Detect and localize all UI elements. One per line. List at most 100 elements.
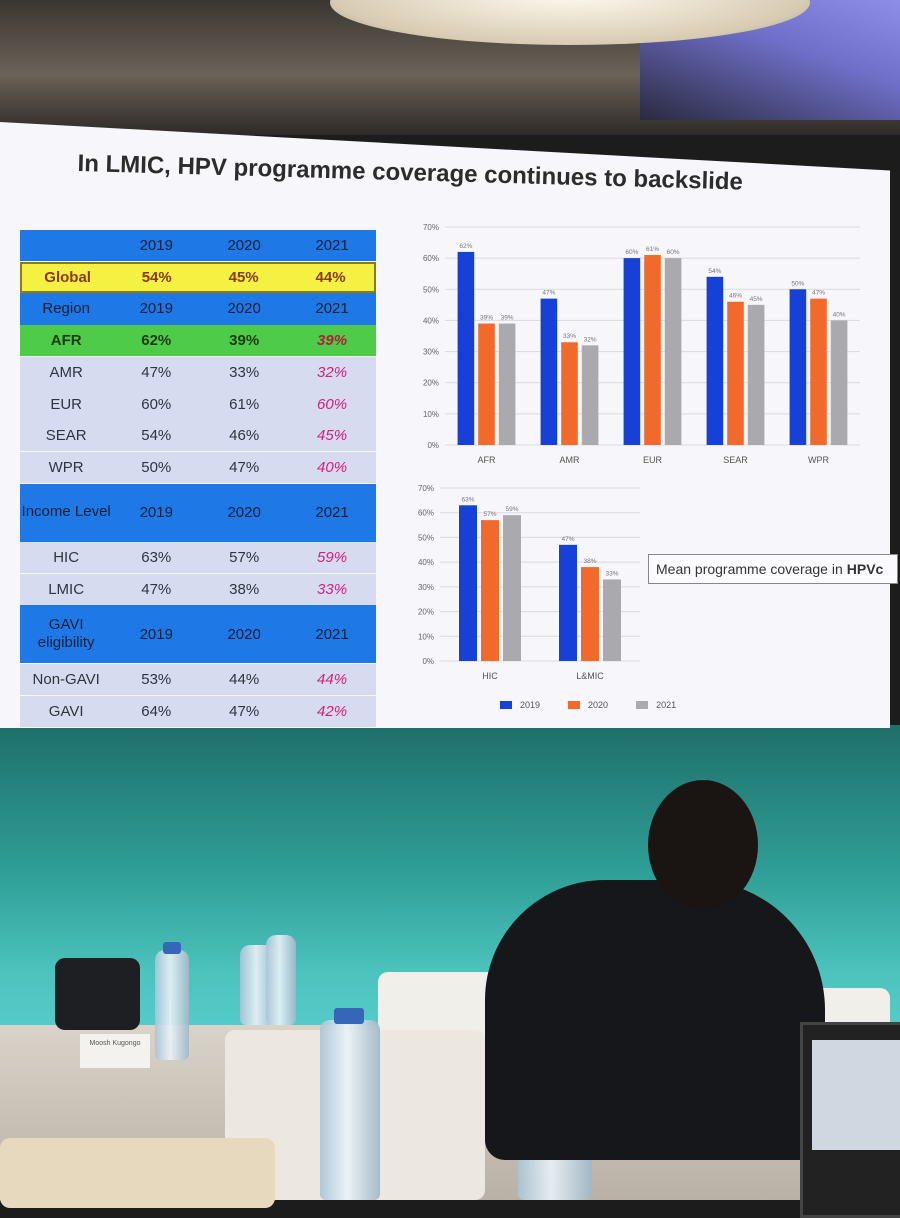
bar-2021-SEAR: [747, 304, 765, 445]
data-label: 60%: [667, 249, 680, 256]
bar-2020-HIC: [481, 520, 499, 661]
bottle-cap: [334, 1008, 364, 1024]
bar-2021-L&MIC: [603, 579, 621, 661]
chair: [0, 1138, 275, 1208]
table-cell: 61%: [200, 388, 289, 420]
bar-2021-EUR: [664, 258, 682, 445]
legend-item: 2019: [500, 700, 540, 710]
x-tick-label: AFR: [478, 455, 497, 465]
table-cell: 2021: [288, 483, 377, 542]
table-cell: 2021: [288, 605, 377, 664]
water-bottle: [155, 950, 189, 1060]
table-cell: 2019: [112, 483, 201, 542]
x-tick-label: HIC: [482, 671, 498, 681]
data-label: 32%: [584, 336, 597, 343]
table-cell: 60%: [112, 388, 201, 420]
table-cell: [20, 230, 113, 262]
data-label: 50%: [791, 280, 804, 287]
table-cell: 32%: [288, 356, 377, 388]
y-tick-label: 70%: [418, 484, 434, 493]
data-label: 59%: [505, 506, 518, 513]
table-cell: GAVI eligibility: [20, 605, 113, 664]
table-cell: 60%: [288, 388, 377, 420]
bar-2019-EUR: [623, 258, 641, 445]
data-label: 54%: [708, 268, 721, 275]
table-cell: SEAR: [20, 420, 113, 452]
table-cell: 42%: [288, 695, 377, 727]
table-cell: 47%: [112, 573, 201, 605]
table-cell: Global: [22, 263, 114, 291]
bar-2019-WPR: [789, 289, 807, 445]
x-tick-label: AMR: [560, 455, 581, 465]
y-tick-label: 60%: [423, 254, 439, 263]
water-bottle: [320, 1020, 380, 1200]
data-label: 46%: [729, 293, 742, 300]
data-label: 45%: [750, 296, 763, 303]
legend-swatch-2021: [636, 701, 649, 709]
bar-2020-WPR: [810, 298, 827, 445]
table-row-afr: AFR 62% 39% 39%: [20, 325, 377, 357]
coverage-table: 2019 2020 2021 Global 54% 45% 44% Region…: [20, 230, 377, 727]
table-cell: AMR: [20, 356, 113, 388]
data-label: 40%: [833, 311, 846, 318]
y-tick-label: 40%: [418, 558, 434, 567]
table-row: LMIC 47% 38% 33%: [20, 573, 377, 605]
attendee-head: [648, 780, 758, 910]
table-cell: GAVI: [20, 695, 113, 727]
table-row: AMR 47% 33% 32%: [20, 356, 377, 388]
y-tick-label: 0%: [422, 657, 434, 666]
y-tick-label: 30%: [423, 348, 439, 357]
table-header-row: 2019 2020 2021: [20, 230, 377, 262]
x-tick-label: WPR: [808, 455, 829, 465]
data-label: 57%: [483, 511, 496, 518]
bar-2019-SEAR: [706, 276, 724, 445]
table-cell: 2020: [200, 293, 289, 325]
table-cell: 2021: [288, 230, 377, 262]
y-tick-label: 20%: [418, 608, 434, 617]
data-label: 63%: [461, 496, 474, 503]
bar-2020-L&MIC: [581, 567, 599, 661]
table-cell: WPR: [20, 451, 113, 483]
table-cell: 53%: [112, 663, 201, 696]
table-row: HIC 63% 57% 59%: [20, 542, 377, 574]
bar-2021-HIC: [503, 515, 521, 661]
table-cell: 47%: [200, 695, 289, 727]
bar-2020-AFR: [478, 323, 495, 445]
table-row: Non-GAVI 53% 44% 44%: [20, 663, 377, 696]
table-cell: 44%: [287, 263, 374, 291]
table-row: WPR 50% 47% 40%: [20, 451, 377, 483]
region-coverage-chart: 0% 10% 20% 30% 40% 50% 60% 70% 62% 39% 39% AFR 47% 33…: [423, 223, 860, 465]
table-cell: 33%: [288, 573, 377, 605]
data-label: 39%: [480, 315, 493, 322]
data-label: 33%: [563, 333, 576, 340]
table-cell: 63%: [112, 542, 201, 574]
table-income-header: Income Level 2019 2020 2021: [20, 483, 377, 542]
table-cell: 62%: [112, 325, 201, 357]
table-cell: LMIC: [20, 573, 113, 605]
table-cell: HIC: [20, 542, 113, 574]
table-cell: 54%: [112, 420, 201, 452]
legend-label: 2021: [656, 700, 677, 710]
table-cell: EUR: [20, 388, 113, 420]
table-cell: AFR: [20, 325, 113, 357]
y-tick-label: 30%: [418, 583, 434, 592]
attendee-body: [485, 880, 825, 1160]
data-label: 60%: [625, 249, 638, 256]
table-cell: 59%: [288, 542, 377, 574]
water-bottle: [266, 935, 296, 1025]
table-cell: 64%: [112, 695, 201, 727]
table-cell: 2019: [112, 230, 201, 262]
table-row: SEAR 54% 46% 45%: [20, 420, 377, 452]
table-gavi-header: GAVI eligibility 2019 2020 2021: [20, 605, 377, 664]
data-label: 39%: [501, 315, 514, 322]
legend-swatch-2019: [500, 701, 512, 709]
data-label: 47%: [561, 536, 574, 543]
table-row: EUR 60% 61% 60%: [20, 388, 377, 420]
data-label: 38%: [583, 558, 596, 565]
y-tick-label: 60%: [418, 509, 434, 518]
data-label: 62%: [459, 243, 472, 250]
y-tick-label: 40%: [423, 316, 439, 325]
y-tick-label: 0%: [427, 441, 439, 450]
table-cell: 38%: [200, 573, 289, 605]
legend-item: 2020: [568, 700, 608, 710]
